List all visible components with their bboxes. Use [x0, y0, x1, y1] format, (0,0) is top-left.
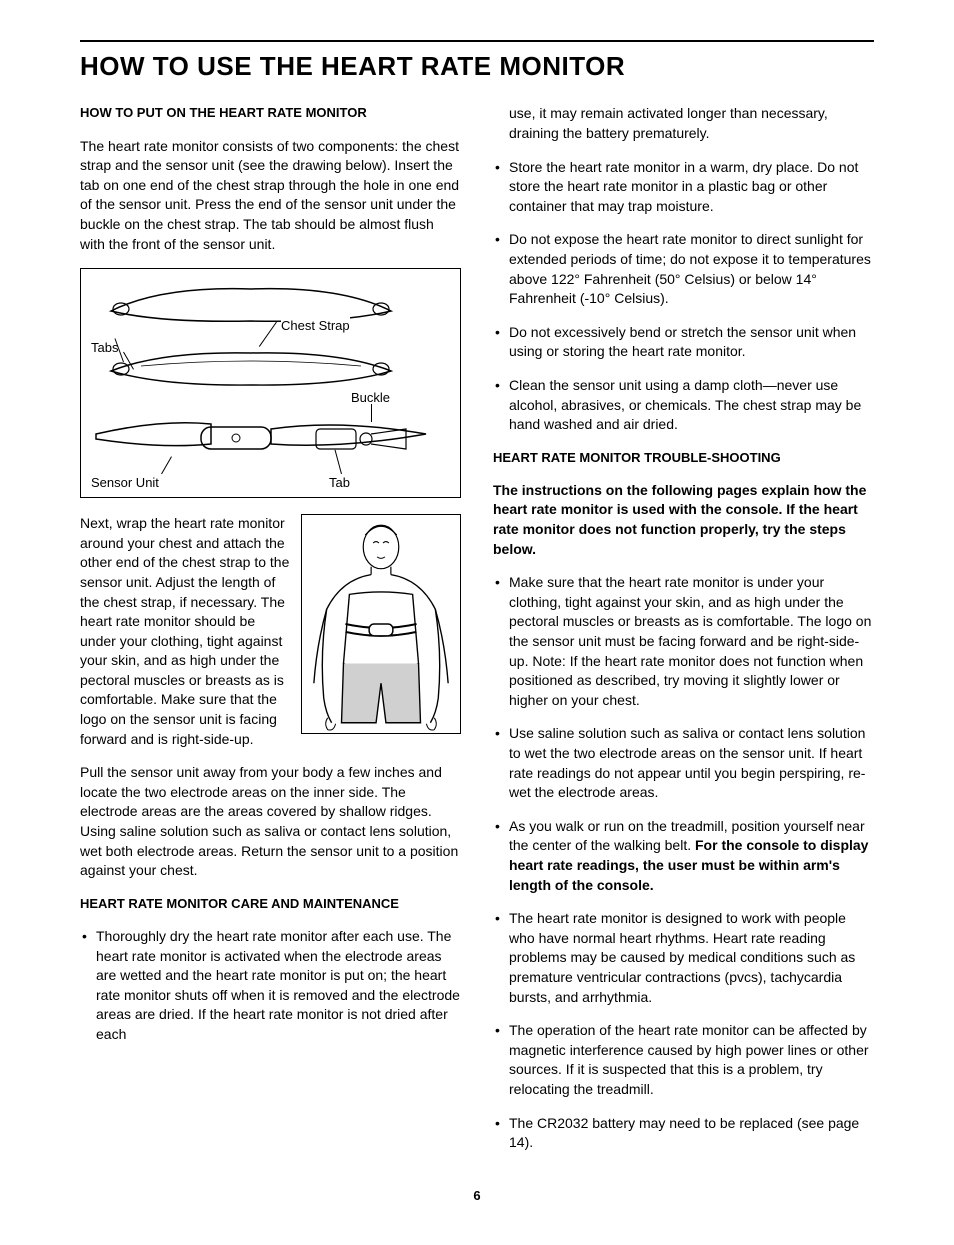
ts-item-center: As you walk or run on the treadmill, pos… [493, 817, 874, 895]
chest-strap-diagram: Chest Strap Tabs Buckle Sensor Unit Tab [80, 268, 461, 498]
wrap-instructions-block: Next, wrap the heart rate monitor around… [80, 514, 461, 749]
care-item-store: Store the heart rate monitor in a warm, … [493, 158, 874, 217]
top-rule [80, 40, 874, 42]
ts-item-battery: The CR2032 battery may need to be replac… [493, 1114, 874, 1153]
leader-line [371, 404, 372, 422]
two-column-layout: HOW TO PUT ON THE HEART RATE MONITOR The… [80, 104, 874, 1166]
label-tab: Tab [329, 474, 350, 492]
ts-item-interference: The operation of the heart rate monitor … [493, 1021, 874, 1099]
ts-item-position: Make sure that the heart rate monitor is… [493, 573, 874, 710]
intro-paragraph: The heart rate monitor consists of two c… [80, 137, 461, 255]
subhead-troubleshoot: HEART RATE MONITOR TROUBLE-SHOOTING [493, 449, 874, 467]
ts-item-saline: Use saline solution such as saliva or co… [493, 724, 874, 802]
care-list-left: Thoroughly dry the heart rate monitor af… [80, 927, 461, 1045]
care-list-right: Store the heart rate monitor in a warm, … [493, 158, 874, 435]
buckle-detail-drawing [311, 419, 411, 459]
subhead-put-on: HOW TO PUT ON THE HEART RATE MONITOR [80, 104, 461, 122]
label-chest-strap: Chest Strap [281, 317, 350, 335]
chest-strap-inside-drawing [101, 341, 401, 391]
troubleshoot-list: Make sure that the heart rate monitor is… [493, 573, 874, 1152]
label-tabs: Tabs [91, 339, 118, 357]
wrap-para-part2: tor should be under your clothing, tight… [80, 613, 284, 747]
label-sensor-unit: Sensor Unit [91, 474, 159, 492]
chest-strap-drawing [101, 281, 401, 331]
left-column: HOW TO PUT ON THE HEART RATE MONITOR The… [80, 104, 461, 1166]
person-wearing-monitor-diagram [301, 514, 461, 734]
wrap-para-part1: Next, wrap the heart rate monitor around… [80, 515, 289, 629]
care-item-sunlight: Do not expose the heart rate monitor to … [493, 230, 874, 308]
right-column: use, it may remain activated longer than… [493, 104, 874, 1166]
troubleshoot-intro: The instructions on the following pages … [493, 481, 874, 559]
care-continuation: use, it may remain activated longer than… [493, 104, 874, 143]
subhead-care: HEART RATE MONITOR CARE AND MAINTENANCE [80, 895, 461, 913]
care-item-dry: Thoroughly dry the heart rate monitor af… [80, 927, 461, 1045]
ts-item-rhythm: The heart rate monitor is designed to wo… [493, 909, 874, 1007]
care-item-bend: Do not excessively bend or stretch the s… [493, 323, 874, 362]
page-number: 6 [80, 1187, 874, 1205]
electrode-paragraph: Pull the sensor unit away from your body… [80, 763, 461, 881]
page-title: HOW TO USE THE HEART RATE MONITOR [80, 48, 874, 84]
care-item-clean: Clean the sensor unit using a damp cloth… [493, 376, 874, 435]
